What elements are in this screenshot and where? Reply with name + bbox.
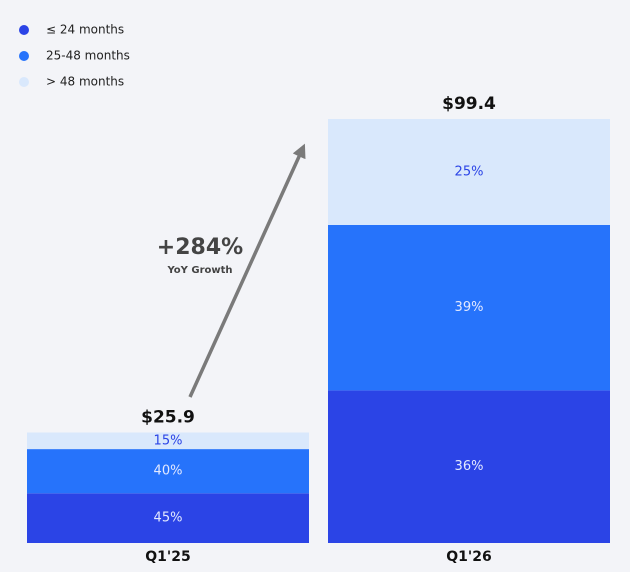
- category-label: Q1'25: [145, 549, 190, 565]
- growth-arrow: [188, 143, 306, 398]
- bar-segment: [328, 225, 610, 391]
- segment-label: 39%: [455, 300, 484, 315]
- total-label: $25.9: [141, 408, 195, 428]
- bar-segment: [328, 119, 610, 225]
- bar-segment: [27, 432, 309, 450]
- segment-label: 36%: [455, 459, 484, 474]
- total-label: $99.4: [442, 94, 496, 114]
- legend-label: 25-48 months: [46, 49, 130, 63]
- bar-segment: [328, 390, 610, 543]
- legend-label: > 48 months: [46, 75, 124, 89]
- legend-label: ≤ 24 months: [46, 23, 124, 37]
- growth-value: +284%: [157, 235, 243, 260]
- segment-label: 15%: [154, 433, 183, 448]
- legend-dot: [19, 51, 29, 61]
- segment-label: 40%: [154, 464, 183, 479]
- category-label: Q1'26: [446, 549, 491, 565]
- bar-segment: [27, 449, 309, 494]
- segment-label: 45%: [154, 511, 183, 526]
- bar-segment: [27, 493, 309, 543]
- legend-dot: [19, 77, 29, 87]
- segment-label: 25%: [455, 165, 484, 180]
- legend-dot: [19, 25, 29, 35]
- growth-label: YoY Growth: [166, 265, 232, 276]
